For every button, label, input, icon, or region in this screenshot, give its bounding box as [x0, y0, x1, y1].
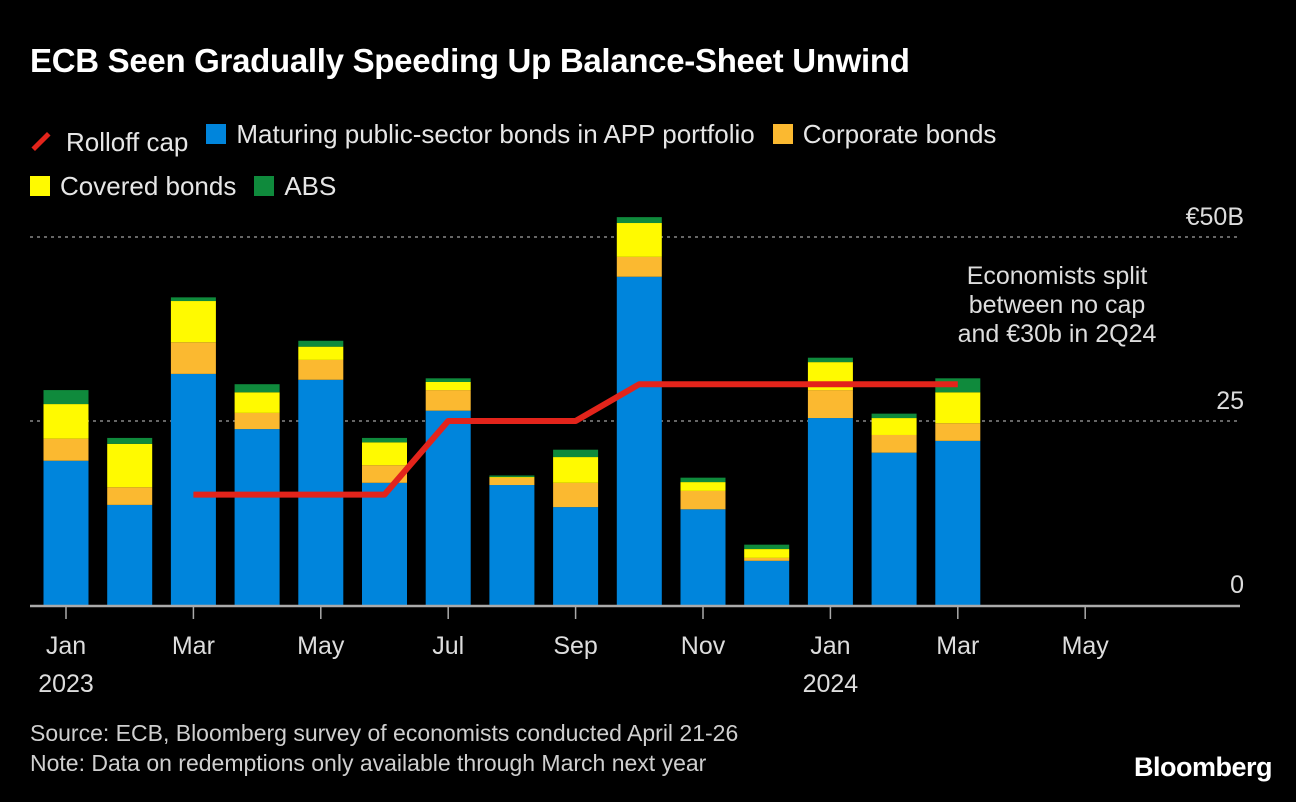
legend: Rolloff cap Maturing public-sector bonds … [30, 112, 1230, 209]
x-tick-year: 2024 [803, 670, 859, 698]
bar-segment [744, 549, 790, 558]
legend-swatch [206, 124, 227, 144]
x-tick-label: May [297, 632, 345, 660]
bar-segment [170, 373, 216, 605]
bar-segment [170, 342, 216, 374]
bloomberg-logo: Bloomberg [1133, 752, 1273, 782]
bar-segment [680, 490, 726, 510]
chart-title: ECB Seen Gradually Speeding Up Balance-S… [30, 42, 910, 79]
y-tick-label: €50B [1186, 203, 1244, 231]
bar-segment [871, 413, 917, 419]
rolloff-cap-line [193, 381, 958, 498]
bar-segment [170, 301, 216, 343]
x-tick-year: 2023 [38, 670, 94, 698]
annotation-text: between no cap [969, 291, 1146, 319]
bar-segment [425, 381, 471, 391]
bar-segment [616, 276, 662, 605]
legend-label: Corporate bonds [802, 119, 997, 149]
annotation-text: Economists split [967, 262, 1148, 290]
bar-segment [871, 434, 917, 453]
bar-segment [807, 418, 853, 605]
bar-segment [616, 223, 662, 257]
bar-segment [489, 475, 535, 477]
bar-segment [234, 392, 280, 413]
bar-segment [298, 359, 344, 380]
legend-label: Rolloff cap [66, 126, 189, 157]
bar-segment [553, 482, 599, 508]
bar-segment [744, 560, 790, 605]
bar-segment [807, 357, 853, 363]
bar-segment [107, 504, 153, 605]
bar-segment [234, 384, 280, 393]
bar-segment [362, 482, 407, 605]
bar-segment [425, 378, 471, 382]
x-tick-label: May [1062, 632, 1110, 660]
legend-item: Maturing public-sector bonds in APP port… [206, 112, 755, 156]
legend-swatch [772, 124, 793, 144]
bar-segment [871, 452, 917, 605]
bar-segment [935, 392, 981, 424]
bar-segment [107, 487, 153, 505]
x-tick-label: Jan [46, 632, 86, 660]
bar-segment [234, 429, 280, 605]
x-tick-label: Sep [553, 632, 597, 660]
bar-segment [871, 418, 917, 435]
bar-segment [107, 437, 153, 444]
bar-segment [807, 390, 853, 419]
bar-segment [425, 390, 471, 411]
bar-segment [107, 443, 153, 488]
x-tick-label: Jul [432, 632, 464, 660]
bar-segment [362, 442, 407, 466]
bar-segment [489, 477, 535, 486]
bar-segment [43, 460, 89, 605]
source-text: Source: ECB, Bloomberg survey of economi… [30, 720, 739, 746]
bar-segment [362, 437, 407, 443]
legend-item: ABS [254, 164, 336, 208]
bar-segment [616, 217, 662, 224]
y-tick-label: 0 [1230, 571, 1244, 599]
bar-segment [234, 412, 280, 430]
legend-label: Maturing public-sector bonds in APP port… [236, 119, 755, 149]
bar-segment [553, 449, 599, 458]
x-tick-label: Mar [936, 632, 979, 660]
bar-segment [298, 346, 344, 360]
annotation-text: and €30b in 2Q24 [958, 320, 1157, 348]
bar-segment [744, 544, 790, 550]
bar-segment [616, 256, 662, 277]
legend-label: Covered bonds [60, 170, 237, 201]
bar-segment [489, 485, 535, 605]
x-tick-label: Nov [681, 632, 726, 660]
bar-segment [298, 340, 344, 347]
x-tick-label: Jan [810, 632, 850, 660]
bar-segment [43, 390, 89, 405]
x-tick-label: Mar [172, 632, 215, 660]
legend-label: ABS [284, 170, 337, 201]
bar-segment [680, 509, 726, 605]
bar-segment [553, 507, 599, 605]
bar-segment [680, 477, 726, 483]
bar-segment [43, 404, 89, 439]
bar-segment [425, 410, 471, 605]
bar-segment [935, 440, 981, 605]
bar-segment [170, 297, 216, 302]
bar-segment [43, 438, 89, 461]
bar-segment [744, 557, 790, 561]
legend-item: Covered bonds [30, 164, 236, 208]
bar-segment [935, 423, 981, 441]
legend-item: Corporate bonds [772, 112, 997, 156]
legend-swatch [30, 175, 50, 196]
bar-segment [680, 482, 726, 491]
source-notes: Source: ECB, Bloomberg survey of economi… [30, 718, 738, 778]
note-text: Note: Data on redemptions only available… [30, 750, 707, 776]
y-tick-label: 25 [1216, 387, 1244, 415]
legend-item: Rolloff cap [30, 120, 188, 164]
bar-segment [489, 476, 535, 478]
legend-swatch [254, 175, 275, 196]
bar-segment [553, 457, 599, 483]
